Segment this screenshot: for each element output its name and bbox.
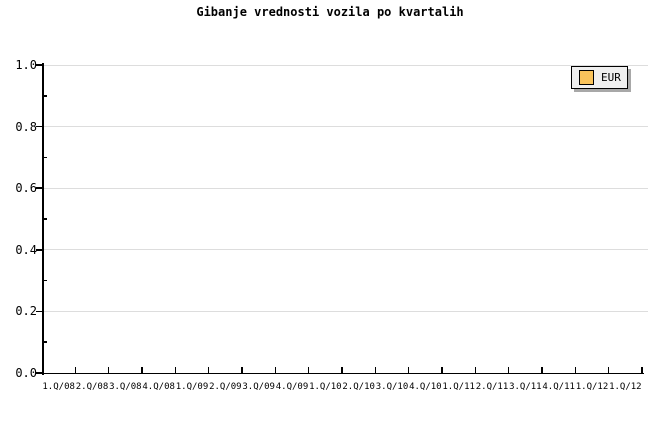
legend-swatch-eur: [579, 70, 594, 85]
x-tick: [74, 367, 77, 373]
legend: EUR: [571, 66, 628, 89]
y-major-tick: [36, 249, 42, 251]
x-tick-label: 3.Q/08: [109, 382, 142, 392]
x-tick: [474, 367, 477, 373]
y-tick-label: 0.6: [15, 181, 37, 196]
chart-title: Gibanje vrednosti vozila po kvartalih: [196, 5, 464, 19]
y-gridline: [42, 187, 648, 189]
x-tick-label: 3.Q/09: [242, 382, 275, 392]
y-major-tick: [36, 310, 42, 313]
y-major-tick: [36, 125, 42, 128]
x-tick: [641, 367, 643, 373]
x-tick: [141, 367, 143, 373]
y-minor-tick: [43, 341, 47, 343]
x-tick-label: 1.Q/10: [309, 382, 342, 392]
y-minor-tick: [43, 95, 47, 97]
x-tick: [507, 367, 510, 373]
y-minor-tick: [43, 279, 47, 282]
legend-label-eur: EUR: [601, 71, 621, 84]
y-major-tick: [36, 187, 42, 189]
x-tick-label: 4.Q/08: [142, 382, 175, 392]
x-tick: [174, 367, 177, 373]
x-tick-label: 4.Q/11: [542, 382, 575, 392]
y-tick-label: 0.8: [15, 119, 37, 134]
x-tick-label: 1.Q/12: [609, 382, 642, 392]
x-tick: [274, 367, 277, 373]
x-tick: [307, 367, 310, 373]
x-tick-label: 1.Q/12: [575, 382, 609, 392]
x-tick: [607, 367, 610, 373]
x-tick: [574, 367, 577, 373]
y-major-tick: [36, 372, 42, 374]
y-minor-tick: [43, 156, 47, 159]
x-tick: [207, 367, 210, 373]
y-gridline: [42, 249, 648, 251]
x-tick: [341, 367, 343, 373]
x-tick: [107, 367, 110, 373]
x-tick-label: 4.Q/10: [409, 382, 442, 392]
x-tick: [441, 367, 443, 373]
y-gridline: [42, 310, 648, 312]
y-tick-label: 1.0: [15, 58, 37, 72]
y-gridline: [42, 64, 648, 66]
x-tick-label: 1.Q/11: [442, 382, 475, 392]
x-tick: [407, 367, 410, 373]
x-tick: [241, 367, 243, 373]
x-tick-label: 2.Q/11: [475, 382, 509, 392]
y-minor-tick: [43, 218, 47, 220]
y-tick-label: 0.2: [15, 304, 37, 319]
y-gridline: [42, 126, 648, 128]
x-axis-line: [42, 372, 644, 374]
x-tick-label: 2.Q/08: [75, 382, 109, 392]
x-tick-label: 3.Q/11: [509, 382, 542, 392]
y-axis-line: [42, 63, 44, 375]
x-tick-label: 1.Q/08: [42, 382, 75, 392]
x-tick-label: 4.Q/09: [275, 382, 309, 392]
x-tick-label: 2.Q/10: [342, 382, 375, 392]
x-tick: [541, 367, 543, 373]
y-tick-label: 0.0: [15, 366, 37, 380]
y-tick-label: 0.4: [15, 242, 37, 257]
x-tick: [374, 367, 377, 373]
x-tick-label: 2.Q/09: [209, 382, 242, 392]
x-tick-label: 3.Q/10: [375, 382, 409, 392]
x-tick-label: 1.Q/09: [175, 382, 209, 392]
y-major-tick: [36, 64, 42, 66]
